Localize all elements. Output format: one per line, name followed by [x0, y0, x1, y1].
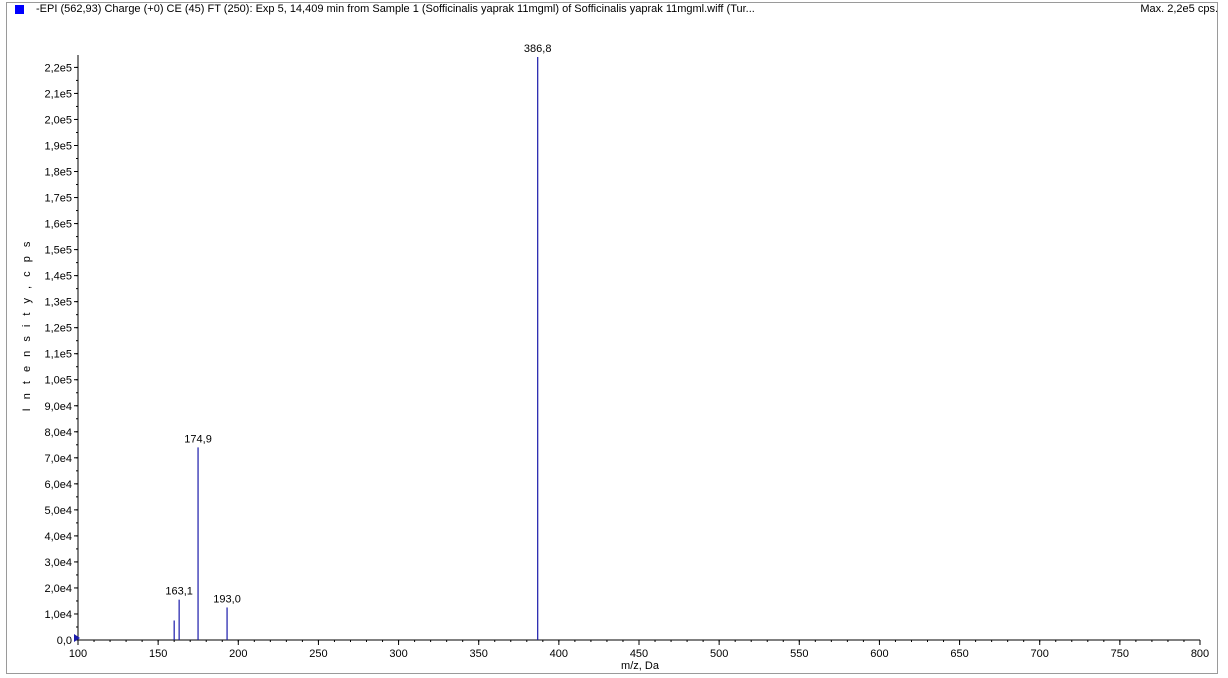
y-tick-label: 2,0e4 — [44, 583, 72, 595]
y-tick-label: 1,2e5 — [44, 323, 72, 335]
y-tick-label: 0,0 — [57, 635, 72, 647]
y-tick-label: 1,9e5 — [44, 140, 72, 152]
y-tick-label: 2,0e5 — [44, 114, 72, 126]
y-tick-label: 7,0e4 — [44, 453, 72, 465]
x-tick-label: 350 — [470, 648, 488, 660]
x-axis: 100 150 200 250 300 350 400 450 500 550 600 650 700 7… — [69, 640, 1209, 660]
peak-label: 174,9 — [184, 433, 212, 445]
y-tick-label: 1,5e5 — [44, 245, 72, 257]
y-tick-label: 1,8e5 — [44, 167, 72, 179]
x-tick-label: 700 — [1031, 648, 1049, 660]
x-tick-label: 400 — [550, 648, 568, 660]
x-tick-label: 250 — [309, 648, 327, 660]
x-tick-label: 300 — [389, 648, 407, 660]
x-tick-label: 450 — [630, 648, 648, 660]
y-tick-label: 1,4e5 — [44, 271, 72, 283]
y-tick-label: 1,7e5 — [44, 193, 72, 205]
x-tick-label: 550 — [790, 648, 808, 660]
x-tick-label: 200 — [229, 648, 247, 660]
y-tick-label: 1,0e5 — [44, 375, 72, 387]
peak-label: 193,0 — [213, 593, 241, 605]
y-tick-label: 9,0e4 — [44, 401, 72, 413]
x-tick-label: 650 — [950, 648, 968, 660]
x-tick-label: 150 — [149, 648, 167, 660]
baseline-marker-icon — [74, 634, 80, 642]
y-tick-label: 1,3e5 — [44, 297, 72, 309]
y-tick-label: 1,1e5 — [44, 349, 72, 361]
y-tick-label: 8,0e4 — [44, 427, 72, 439]
peak-label: 163,1 — [165, 586, 193, 598]
x-tick-label: 800 — [1191, 648, 1209, 660]
x-tick-label: 500 — [710, 648, 728, 660]
y-tick-label: 5,0e4 — [44, 505, 72, 517]
peak-label: 386,8 — [524, 43, 552, 55]
x-tick-label: 100 — [69, 648, 87, 660]
y-tick-label: 3,0e4 — [44, 557, 72, 569]
y-tick-label: 2,2e5 — [44, 62, 72, 74]
x-tick-label: 750 — [1111, 648, 1129, 660]
y-tick-label: 2,1e5 — [44, 88, 72, 100]
y-axis: 0,0 1,0e4 2,0e4 3,0e4 4,0e4 5,0e4 6,0e4 7,0e4 8,… — [44, 55, 78, 647]
x-tick-label: 600 — [870, 648, 888, 660]
y-tick-label: 1,0e4 — [44, 609, 72, 621]
peaks: 163,1 174,9 193,0 386,8 — [165, 43, 551, 640]
y-tick-label: 1,6e5 — [44, 219, 72, 231]
y-tick-label: 4,0e4 — [44, 531, 72, 543]
y-tick-label: 6,0e4 — [44, 479, 72, 491]
